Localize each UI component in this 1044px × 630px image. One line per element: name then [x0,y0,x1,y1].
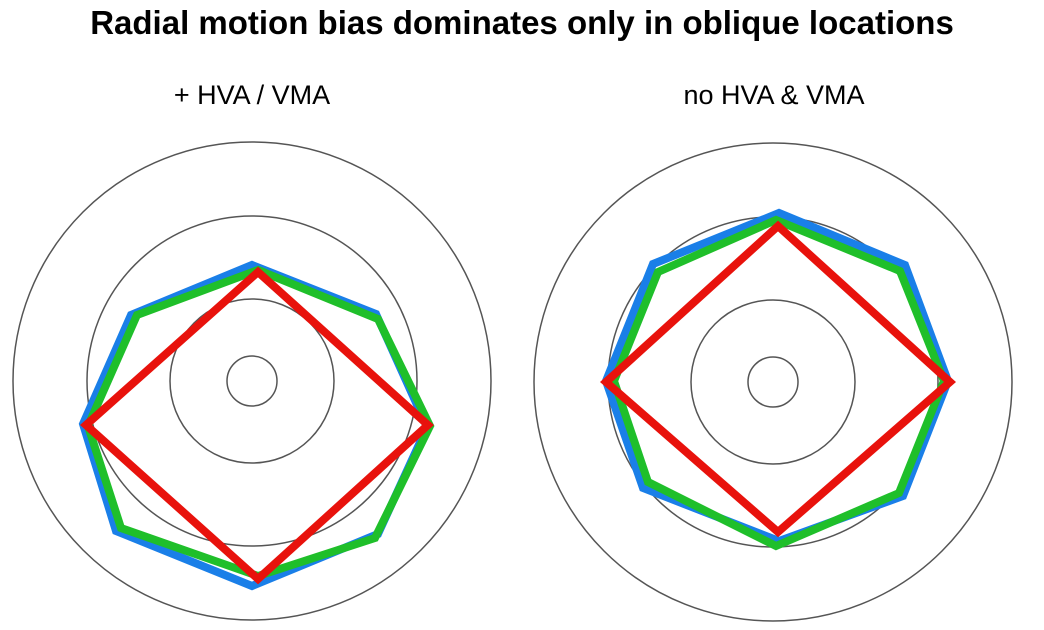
left-ring-center [226,355,278,407]
right-ring-outer [533,142,1013,622]
page-title: Radial motion bias dominates only in obl… [90,4,954,41]
right-green-octagon [609,215,949,551]
right-red-diamond [599,220,957,538]
left-ring-inner [169,298,335,464]
left-ring-middle [86,215,418,547]
left-polar-panel [12,141,492,621]
right-ring-inner [690,299,856,465]
left-ring-outer [12,141,492,621]
right-polar-panel [533,142,1013,622]
panel-label-hva-vma: + HVA / VMA [173,80,331,110]
left-rings [12,141,492,621]
left-green-octagon [83,265,435,581]
panel-label-no-hva-vma: no HVA & VMA [683,80,865,110]
left-red-diamond [79,266,434,585]
right-ring-center [747,356,799,408]
